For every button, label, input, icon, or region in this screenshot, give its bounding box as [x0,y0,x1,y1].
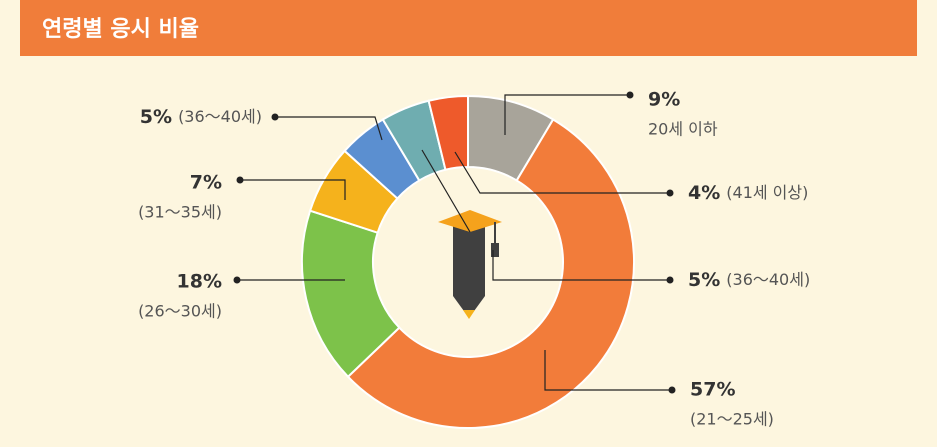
value-label: 7% [190,172,222,194]
category-label: (26〜30세) [138,302,222,321]
donut-segment [346,118,635,429]
data-label: 5% (36〜40세) [140,106,262,128]
leader-dot [666,189,674,197]
leader-line [492,250,670,281]
leader-line [240,179,346,200]
category-label: (41세 이상) [726,183,808,202]
category-label: (36〜40세) [726,270,810,289]
leader-dot [236,176,244,184]
leader-dot [626,91,634,99]
chart-title: 연령별 응시 비율 [42,17,199,42]
value-label: 18% [177,271,222,293]
data-label: 5% (36〜40세) [688,269,810,291]
donut [301,94,635,429]
leader-line [504,94,630,135]
value-label: 9% [648,89,680,111]
leader-line [544,350,672,391]
value-label: 57% [690,379,735,401]
leader-line [421,149,471,233]
header-bar [20,0,917,56]
leader-dot [668,386,676,394]
labels: 9% 20세 이하 57% (21〜25세) 18% (26〜30세) 7% (31〜35세)… [138,89,810,429]
value-label: 5% [688,269,720,291]
leader-line [454,151,670,194]
category-label: (31〜35세) [138,203,222,222]
leader-dot [233,276,241,284]
value-label: 5% [140,106,172,128]
category-label: 20세 이하 [648,120,718,139]
leader-dot [666,276,674,284]
value-label: 4% [688,182,720,204]
donut-segment [427,94,469,171]
data-label: 4% (41세 이상) [688,182,808,204]
category-label: (21〜25세) [690,410,774,429]
pencil-icon [438,210,502,319]
leader-line [275,116,383,141]
category-label: (36〜40세) [178,107,262,126]
leader-dot [271,113,279,121]
